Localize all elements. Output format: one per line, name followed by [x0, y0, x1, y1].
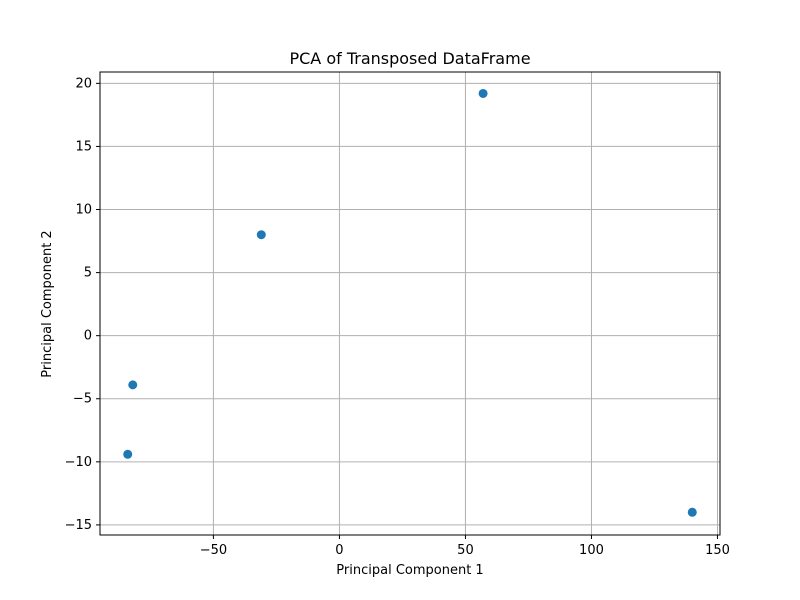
- x-tick-label: 100: [579, 543, 604, 558]
- scatter-point: [123, 449, 133, 459]
- y-tick-label: −10: [65, 455, 92, 470]
- grid: [100, 72, 720, 535]
- y-tick-label: 5: [84, 266, 92, 281]
- y-tick-label: 0: [84, 329, 92, 344]
- chart-title: PCA of Transposed DataFrame: [289, 49, 530, 68]
- y-axis-label: Principal Component 2: [40, 230, 55, 377]
- plot-frame: [99, 71, 721, 536]
- scatter-point: [128, 380, 138, 390]
- x-tick-label: 150: [705, 543, 730, 558]
- y-tick-label: 15: [75, 139, 92, 154]
- scatter-point: [256, 230, 266, 240]
- y-tick-label: −5: [73, 392, 92, 407]
- scatter-point: [478, 88, 488, 98]
- y-tick-label: 20: [75, 76, 92, 91]
- data-points: [123, 88, 697, 517]
- x-tick-label: 0: [335, 543, 343, 558]
- x-axis-label: Principal Component 1: [336, 563, 483, 578]
- scatter-point: [687, 507, 697, 517]
- x-tick-label: 50: [457, 543, 474, 558]
- x-tick-label: −50: [200, 543, 227, 558]
- y-tick-label: −15: [65, 518, 92, 533]
- y-tick-label: 10: [75, 203, 92, 218]
